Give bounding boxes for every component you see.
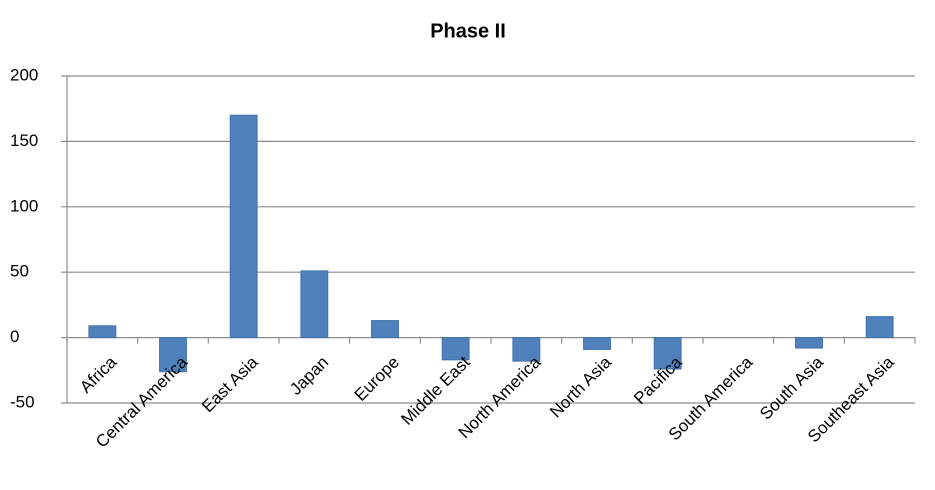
bar (865, 316, 894, 339)
bar (88, 325, 117, 339)
y-tick-label: 0 (10, 327, 19, 346)
bar (583, 337, 611, 350)
bar (653, 337, 682, 370)
bar (229, 114, 258, 339)
y-tick-label: 200 (10, 65, 38, 84)
x-tick-label: Japan (286, 353, 332, 399)
bar (441, 337, 470, 361)
bar (371, 320, 399, 339)
y-tick-label: 150 (10, 131, 38, 150)
bar (159, 337, 187, 373)
x-tick-label: North Asia (546, 352, 615, 421)
y-tick-label: 50 (10, 262, 29, 281)
bar (300, 270, 329, 339)
bar (512, 337, 541, 362)
x-tick-label: South Asia (756, 352, 827, 423)
x-tick-label: Middle East (397, 352, 473, 428)
x-tick-label: East Asia (198, 352, 262, 416)
chart-title: Phase II (430, 20, 506, 42)
bar (795, 337, 823, 349)
y-tick-label: -50 (10, 392, 35, 411)
x-tick-label: Africa (76, 352, 121, 397)
y-tick-label: 100 (10, 196, 38, 215)
x-tick-label: Europe (351, 353, 403, 405)
